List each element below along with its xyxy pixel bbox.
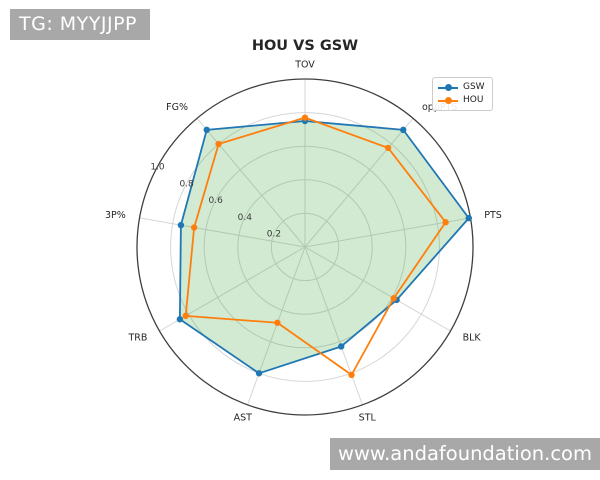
radial-tick-label-0.6: 0.6 <box>209 196 224 206</box>
radar-spoke <box>304 117 414 248</box>
radar-outer-ring <box>136 78 474 416</box>
radial-tick-label-0.4: 0.4 <box>238 213 253 223</box>
hou-point-oppPTS <box>384 144 392 152</box>
legend-label-hou: HOU <box>463 95 484 105</box>
hou-point-TRB <box>182 312 189 320</box>
radar-spoke <box>247 246 306 406</box>
hou-polygon <box>184 116 447 376</box>
hou-point-3P% <box>190 224 198 231</box>
axis-label-AST: AST <box>234 413 253 424</box>
radial-tick-label-1.0: 1.0 <box>150 163 165 173</box>
radial-tick-label-0.2: 0.2 <box>267 230 281 240</box>
legend-label-gsw: GSW <box>463 82 485 92</box>
hou-point-AST <box>274 319 281 326</box>
gsw-point-STL <box>337 343 345 350</box>
watermark-bottom-right: www.andafoundation.com <box>330 438 600 470</box>
axis-label-PTS: PTS <box>484 210 502 221</box>
axis-label-3P%: 3P% <box>105 210 126 221</box>
hou-point-FG% <box>215 140 222 148</box>
axis-label-TRB: TRB <box>127 333 147 344</box>
hou-point-STL <box>348 371 355 379</box>
gsw-polygon <box>178 120 470 375</box>
hou-line-marker-icon <box>438 96 458 105</box>
gsw-point-FG% <box>203 126 210 134</box>
watermark-top-left: TG: MYYJJPP <box>10 9 150 40</box>
gsw-point-PTS <box>465 214 472 222</box>
radar-spoke <box>304 246 363 406</box>
legend-item-gsw: GSW <box>438 81 485 94</box>
chart-title: HOU VS GSW <box>251 38 359 54</box>
chart-legend: GSW HOU <box>432 77 493 111</box>
gsw-line-marker-icon <box>438 83 458 92</box>
gsw-point-AST <box>255 370 263 377</box>
gsw-point-TRB <box>176 316 184 323</box>
axis-label-TOV: TOV <box>294 60 315 71</box>
radar-spoke <box>304 246 451 332</box>
gsw-point-3P% <box>177 221 185 229</box>
legend-item-hou: HOU <box>438 94 485 107</box>
hou-point-TOV <box>301 114 309 121</box>
radial-tick-label-0.8: 0.8 <box>179 179 194 189</box>
gsw-point-oppPTS <box>400 126 407 134</box>
axis-label-BLK: BLK <box>463 333 482 344</box>
radar-spoke <box>196 117 306 248</box>
hou-point-BLK <box>390 295 397 302</box>
hou-point-PTS <box>442 219 449 226</box>
axis-label-FG%: FG% <box>166 102 188 113</box>
axis-label-STL: STL <box>359 413 377 424</box>
radar-spoke <box>139 217 306 248</box>
